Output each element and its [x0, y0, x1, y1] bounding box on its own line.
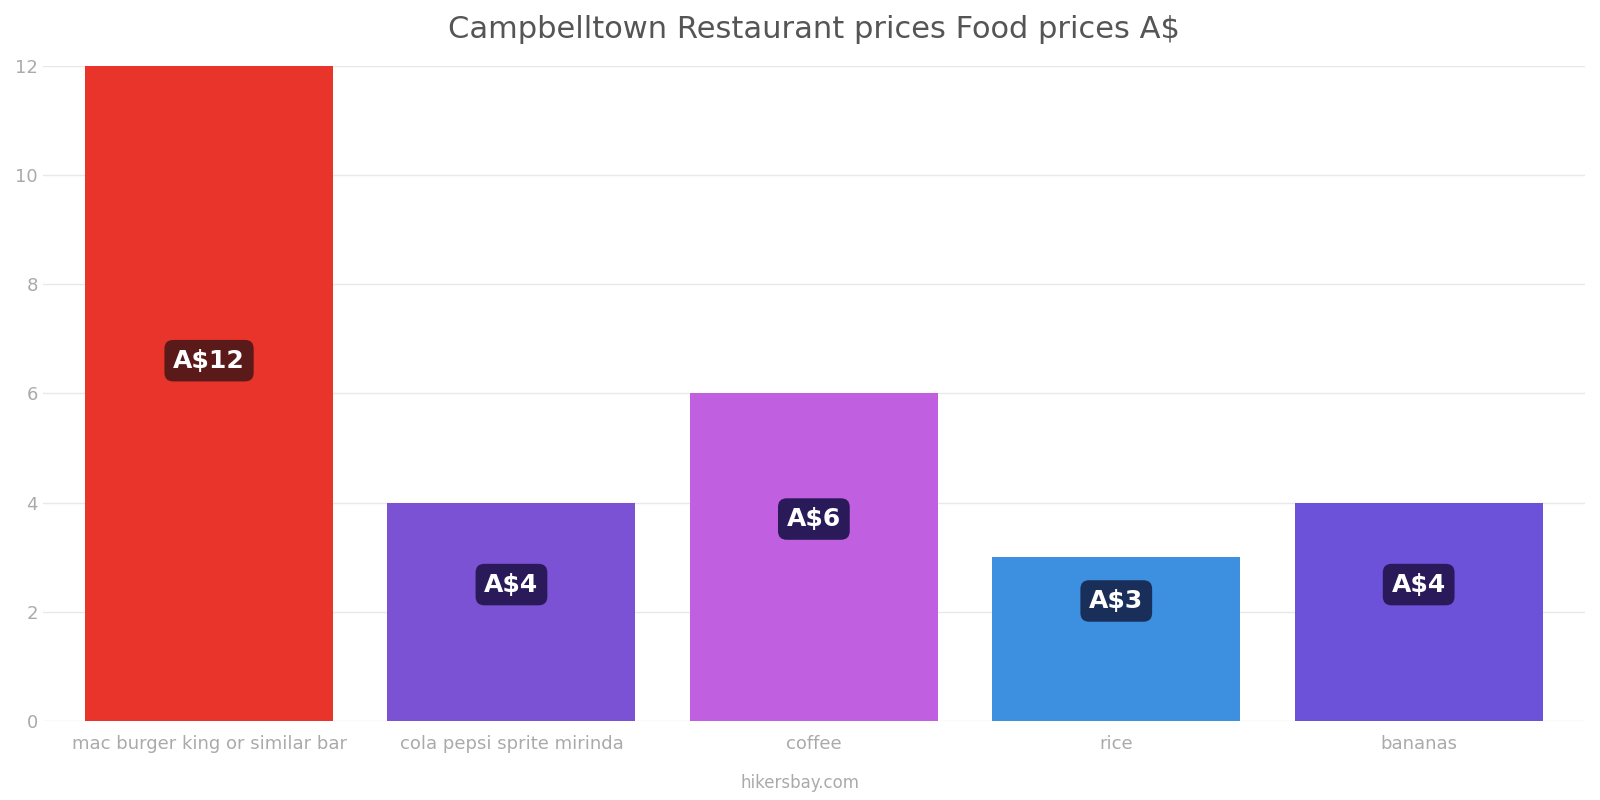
Text: A$4: A$4	[1392, 573, 1446, 597]
Bar	[690, 394, 938, 721]
Text: hikersbay.com: hikersbay.com	[741, 774, 859, 792]
Bar	[992, 558, 1240, 721]
Title: Campbelltown Restaurant prices Food prices A$: Campbelltown Restaurant prices Food pric…	[448, 15, 1179, 44]
Bar	[1294, 502, 1542, 721]
Text: A$3: A$3	[1090, 589, 1144, 613]
Text: A$4: A$4	[485, 573, 539, 597]
Bar	[85, 66, 333, 721]
Text: A$12: A$12	[173, 349, 245, 373]
Bar	[387, 502, 635, 721]
Text: A$6: A$6	[787, 507, 842, 531]
